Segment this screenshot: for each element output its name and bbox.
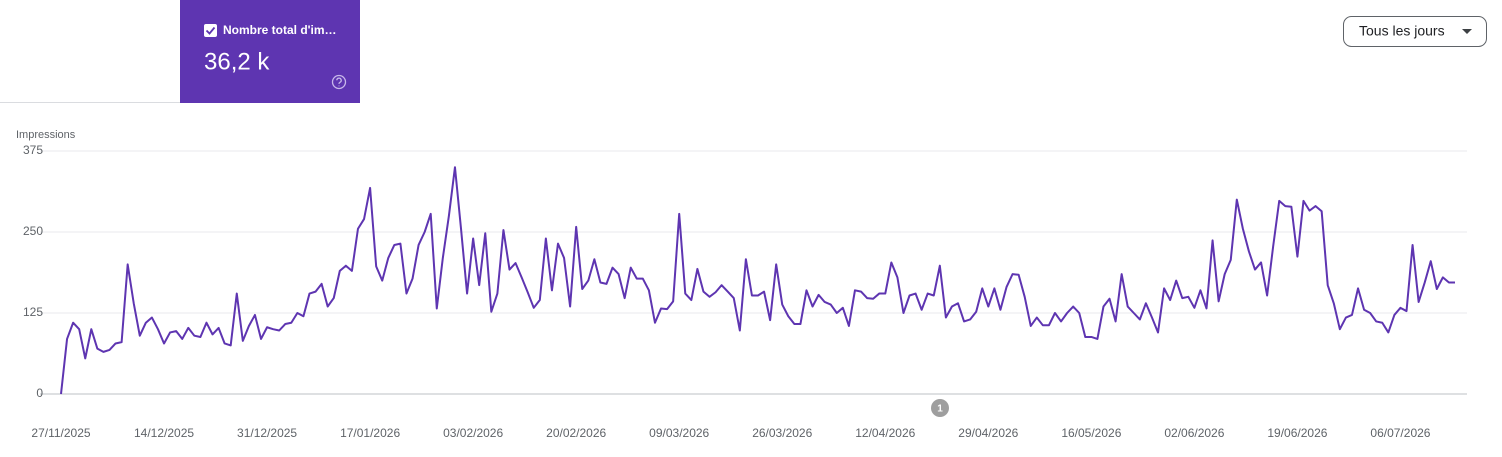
x-tick-label: 09/03/2026 (649, 426, 709, 440)
checkbox[interactable] (204, 24, 217, 37)
x-tick-label: 26/03/2026 (752, 426, 812, 440)
chart: 0 125 250 375 27/11/2025 14/12/2025 31/12/2025… (23, 143, 1467, 440)
y-tick-label: 125 (23, 305, 43, 319)
dropdown-arrow (1462, 29, 1472, 34)
x-tick-label: 19/06/2026 (1267, 426, 1327, 440)
x-tick-label: 06/07/2026 (1370, 426, 1430, 440)
y-tick-label: 375 (23, 143, 43, 157)
y-tick-label: 250 (23, 224, 43, 238)
check-mark (205, 26, 216, 35)
x-tick-label: 03/02/2026 (443, 426, 503, 440)
x-tick-label: 12/04/2026 (855, 426, 915, 440)
annotation-marker[interactable] (931, 399, 949, 417)
annotation-label: 1 (937, 404, 943, 415)
y-axis-title: Impressions (16, 129, 76, 141)
help-glyph (336, 77, 342, 87)
x-tick-label: 02/06/2026 (1164, 426, 1224, 440)
x-tick-label: 14/12/2025 (134, 426, 194, 440)
help-icon[interactable] (331, 74, 347, 90)
x-tick-label: 27/11/2025 (31, 426, 90, 440)
x-tick-label: 16/05/2026 (1061, 426, 1121, 440)
x-tick-label: 20/02/2026 (546, 426, 606, 440)
dropdown-label: Tous les jours (1359, 23, 1445, 39)
x-tick-label: 29/04/2026 (958, 426, 1018, 440)
dropdown[interactable] (1343, 16, 1487, 47)
x-tick-label: 17/01/2026 (340, 426, 400, 440)
metric-label: Nombre total d'im… (223, 23, 337, 37)
x-tick-label: 31/12/2025 (237, 426, 297, 440)
metric-card[interactable] (180, 0, 360, 103)
metric-value: 36,2 k (204, 48, 270, 75)
y-tick-label: 0 (36, 386, 43, 400)
data-line (60, 166, 1455, 395)
